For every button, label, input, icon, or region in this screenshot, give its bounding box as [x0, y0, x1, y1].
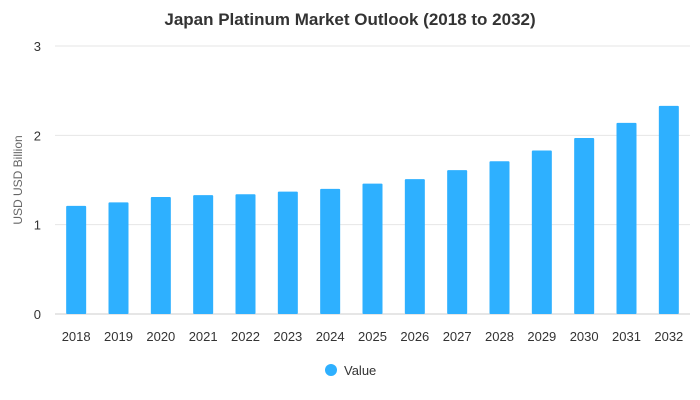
y-axis-ticks: 0 1 2 3: [34, 39, 41, 322]
x-tick-label: 2018: [62, 329, 91, 344]
x-tick-label: 2019: [104, 329, 133, 344]
bars: [66, 105, 679, 315]
bar-2020[interactable]: [150, 196, 171, 314]
bar-2030[interactable]: [574, 138, 595, 314]
x-axis-ticks: 2018 2019 2020 2021 2022 2023 2024 2025 2026 2027…: [62, 329, 684, 344]
y-tick-label: 1: [34, 218, 41, 233]
y-tick-label: 3: [34, 39, 41, 54]
bar-2031[interactable]: [616, 122, 637, 315]
legend-marker-value: [325, 364, 337, 376]
bar-2032[interactable]: [658, 105, 679, 314]
bar-2019[interactable]: [108, 202, 129, 314]
bar-2029[interactable]: [531, 150, 552, 314]
x-tick-label: 2029: [527, 329, 556, 344]
x-tick-label: 2027: [443, 329, 472, 344]
x-tick-label: 2026: [400, 329, 429, 344]
x-tick-label: 2031: [612, 329, 641, 344]
x-tick-label: 2022: [231, 329, 260, 344]
x-tick-label: 2021: [189, 329, 218, 344]
legend-label-value: Value: [344, 363, 376, 378]
bar-2018[interactable]: [66, 205, 87, 314]
x-tick-label: 2030: [570, 329, 599, 344]
y-tick-label: 0: [34, 307, 41, 322]
bar-2027[interactable]: [447, 170, 468, 314]
bar-2028[interactable]: [489, 161, 510, 314]
bar-2021[interactable]: [193, 195, 214, 314]
chart-title: Japan Platinum Market Outlook (2018 to 2…: [164, 10, 535, 29]
bar-2024[interactable]: [320, 188, 341, 314]
legend[interactable]: Value: [325, 363, 376, 378]
x-tick-label: 2020: [146, 329, 175, 344]
bar-2026[interactable]: [404, 179, 425, 314]
bar-2023[interactable]: [277, 191, 298, 314]
y-axis-label: USD USD Billion: [11, 135, 25, 224]
y-tick-label: 2: [34, 128, 41, 143]
bar-2022[interactable]: [235, 194, 256, 314]
bar-2025[interactable]: [362, 183, 383, 314]
x-tick-label: 2024: [316, 329, 345, 344]
x-tick-label: 2023: [273, 329, 302, 344]
x-tick-label: 2032: [654, 329, 683, 344]
x-tick-label: 2028: [485, 329, 514, 344]
x-tick-label: 2025: [358, 329, 387, 344]
